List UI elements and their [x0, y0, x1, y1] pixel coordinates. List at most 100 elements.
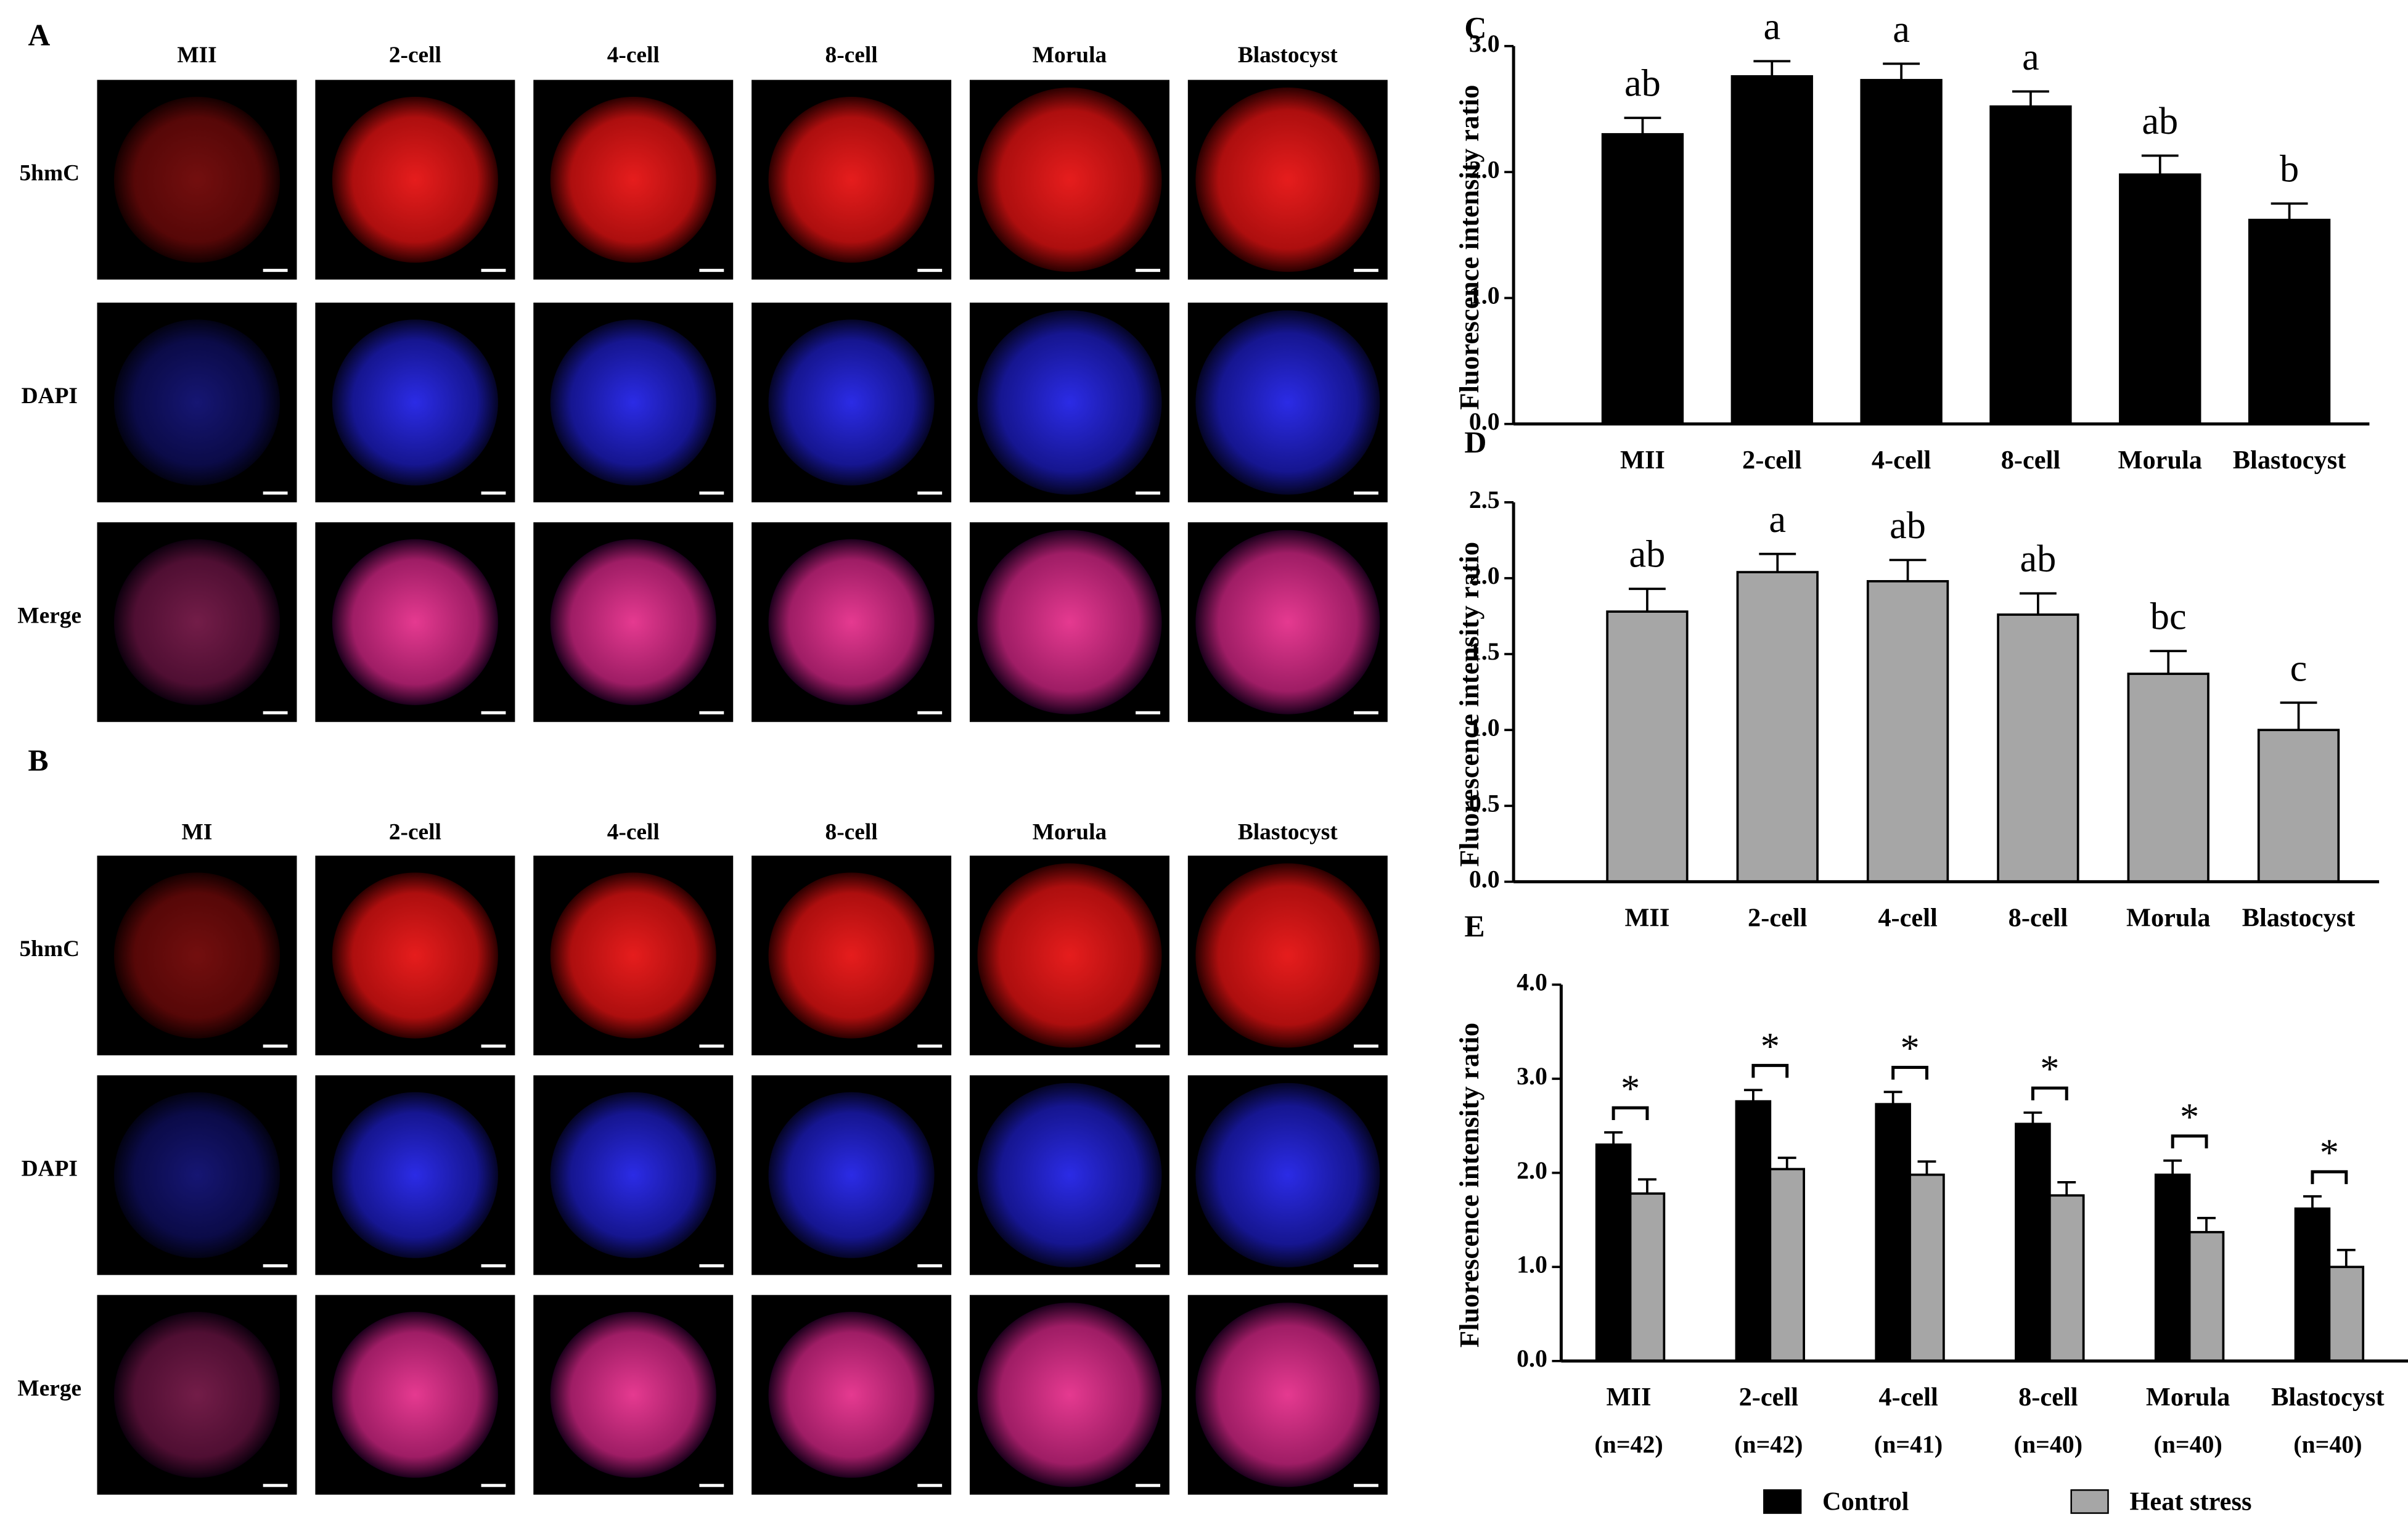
bar	[1997, 613, 2079, 883]
y-tick-label: 2.0	[1517, 1156, 1547, 1184]
bar	[2154, 1173, 2191, 1362]
legend-swatch	[1763, 1489, 1802, 1514]
x-tick-label: 8-cell	[2018, 1383, 2078, 1412]
y-axis-label: Fluorescence intensity ratio	[1454, 85, 1485, 410]
column-header: Blastocyst	[1238, 820, 1338, 845]
column-header: 4-cell	[607, 43, 660, 68]
x-tick-label: 2-cell	[1739, 1383, 1799, 1412]
bar	[1866, 580, 1949, 883]
significance-star: *	[1621, 1067, 1640, 1110]
significance-letter: a	[1893, 8, 1910, 51]
y-tick-label: 0.5	[1469, 789, 1500, 817]
bar	[2328, 1266, 2365, 1362]
embryo	[977, 1303, 1162, 1487]
panel-label: B	[28, 743, 48, 777]
column-header: 4-cell	[607, 820, 660, 845]
embryo	[332, 1312, 498, 1478]
sample-size: (n=42)	[1594, 1431, 1663, 1458]
significance-letter: ab	[1629, 533, 1666, 576]
significance-bracket	[1611, 1106, 1649, 1121]
bar	[2015, 1123, 2051, 1362]
embryo	[977, 310, 1162, 495]
embryo	[550, 96, 716, 263]
bar	[2188, 1230, 2225, 1362]
embryo	[550, 872, 716, 1039]
embryo	[977, 88, 1162, 272]
column-header: MI	[182, 820, 213, 845]
column-header: Morula	[1033, 43, 1107, 68]
y-tick-label: 1.0	[1517, 1250, 1547, 1278]
embryo	[332, 872, 498, 1039]
x-tick-label: 4-cell	[1878, 903, 1938, 932]
y-axis-label: Fluorescence intensity ratio	[1454, 542, 1485, 867]
embryo	[550, 319, 716, 486]
panel-label: E	[1464, 909, 1485, 943]
embryo	[550, 539, 716, 705]
embryo	[977, 863, 1162, 1048]
legend-swatch	[2070, 1489, 2109, 1514]
column-header: 2-cell	[389, 43, 441, 68]
y-tick-label: 1.5	[1469, 637, 1500, 665]
row-label: 5hmC	[20, 936, 80, 962]
embryo	[1195, 310, 1380, 495]
row-label: DAPI	[22, 1156, 78, 1181]
bar	[1606, 610, 1689, 883]
panel-label: C	[1464, 10, 1486, 44]
embryo	[1195, 863, 1380, 1048]
x-tick-label: Blastocyst	[2233, 446, 2346, 475]
sample-size: (n=40)	[2293, 1431, 2362, 1458]
embryo	[768, 1092, 935, 1258]
x-tick-label: Morula	[2126, 903, 2210, 932]
y-tick-label: 2.5	[1469, 486, 1500, 513]
significance-bracket	[2031, 1086, 2068, 1100]
row-label: Merge	[17, 603, 81, 628]
x-tick-label: Blastocyst	[2271, 1383, 2385, 1412]
significance-letter: bc	[2150, 595, 2187, 638]
column-header: Blastocyst	[1238, 43, 1338, 68]
embryo	[977, 1082, 1162, 1267]
bar	[1860, 79, 1943, 425]
x-tick-label: MII	[1624, 903, 1669, 932]
significance-star: *	[1900, 1027, 1919, 1070]
bar	[2119, 173, 2201, 425]
significance-star: *	[2180, 1095, 2199, 1138]
significance-letter: a	[1769, 498, 1786, 541]
significance-bracket	[1751, 1063, 1789, 1078]
embryo	[550, 1312, 716, 1478]
embryo	[768, 96, 935, 263]
column-header: MII	[177, 43, 216, 68]
embryo	[768, 319, 935, 486]
bar	[2294, 1207, 2331, 1362]
x-tick-label: Morula	[2146, 1383, 2230, 1412]
bar	[1629, 1192, 1666, 1362]
bar	[1769, 1168, 1805, 1362]
bar	[2248, 218, 2331, 425]
y-axis-label: Fluorescence intensity ratio	[1454, 1023, 1485, 1348]
x-tick-label: Blastocyst	[2242, 903, 2356, 932]
legend-label: Control	[1822, 1487, 1909, 1516]
panel-label: D	[1464, 425, 1486, 459]
embryo	[332, 1092, 498, 1258]
x-tick-label: Morula	[2118, 446, 2202, 475]
column-header: 8-cell	[825, 820, 878, 845]
significance-letter: ab	[1890, 504, 1926, 547]
y-tick-label: 0.0	[1469, 407, 1500, 435]
embryo	[113, 872, 281, 1039]
significance-letter: c	[2290, 647, 2308, 689]
significance-letter: ab	[2020, 538, 2056, 580]
embryo	[332, 319, 498, 486]
significance-letter: ab	[1624, 62, 1661, 105]
column-header: Morula	[1033, 820, 1107, 845]
y-tick-label: 1.0	[1469, 282, 1500, 309]
y-tick-label: 2.0	[1469, 155, 1500, 183]
bar	[1735, 1100, 1772, 1362]
x-tick-label: 2-cell	[1742, 446, 1802, 475]
embryo	[768, 872, 935, 1039]
column-header: 2-cell	[389, 820, 441, 845]
bar	[1595, 1143, 1632, 1362]
y-tick-label: 2.0	[1469, 562, 1500, 589]
x-tick-label: 4-cell	[1878, 1383, 1938, 1412]
legend-label: Heat stress	[2129, 1487, 2251, 1516]
